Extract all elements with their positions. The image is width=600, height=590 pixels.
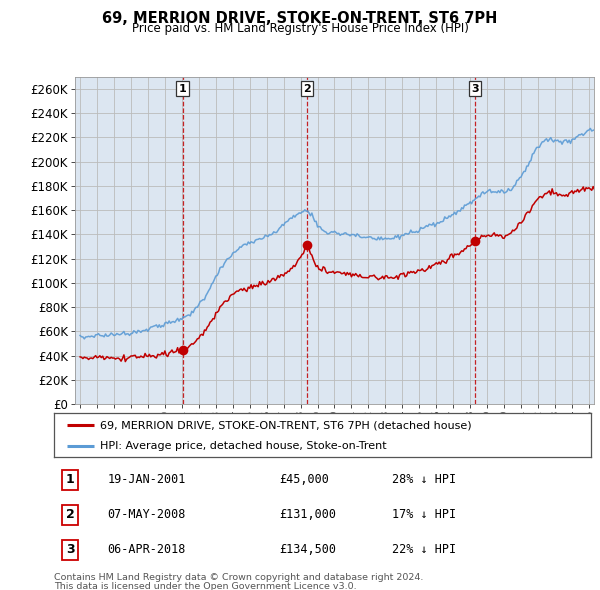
Text: 17% ↓ HPI: 17% ↓ HPI [392,508,457,522]
Text: 06-APR-2018: 06-APR-2018 [108,543,186,556]
Text: £131,000: £131,000 [280,508,337,522]
Text: 69, MERRION DRIVE, STOKE-ON-TRENT, ST6 7PH: 69, MERRION DRIVE, STOKE-ON-TRENT, ST6 7… [103,11,497,25]
Text: 3: 3 [471,84,479,94]
Text: 2: 2 [66,508,74,522]
Text: 1: 1 [179,84,187,94]
Text: 1: 1 [66,473,74,486]
Text: 3: 3 [66,543,74,556]
Text: 19-JAN-2001: 19-JAN-2001 [108,473,186,486]
Text: £45,000: £45,000 [280,473,329,486]
Text: 07-MAY-2008: 07-MAY-2008 [108,508,186,522]
Text: 22% ↓ HPI: 22% ↓ HPI [392,543,457,556]
Text: This data is licensed under the Open Government Licence v3.0.: This data is licensed under the Open Gov… [54,582,356,590]
Text: £134,500: £134,500 [280,543,337,556]
Text: HPI: Average price, detached house, Stoke-on-Trent: HPI: Average price, detached house, Stok… [100,441,386,451]
Text: Price paid vs. HM Land Registry's House Price Index (HPI): Price paid vs. HM Land Registry's House … [131,22,469,35]
Text: 2: 2 [303,84,311,94]
Text: 28% ↓ HPI: 28% ↓ HPI [392,473,457,486]
Text: Contains HM Land Registry data © Crown copyright and database right 2024.: Contains HM Land Registry data © Crown c… [54,573,424,582]
Text: 69, MERRION DRIVE, STOKE-ON-TRENT, ST6 7PH (detached house): 69, MERRION DRIVE, STOKE-ON-TRENT, ST6 7… [100,421,471,430]
